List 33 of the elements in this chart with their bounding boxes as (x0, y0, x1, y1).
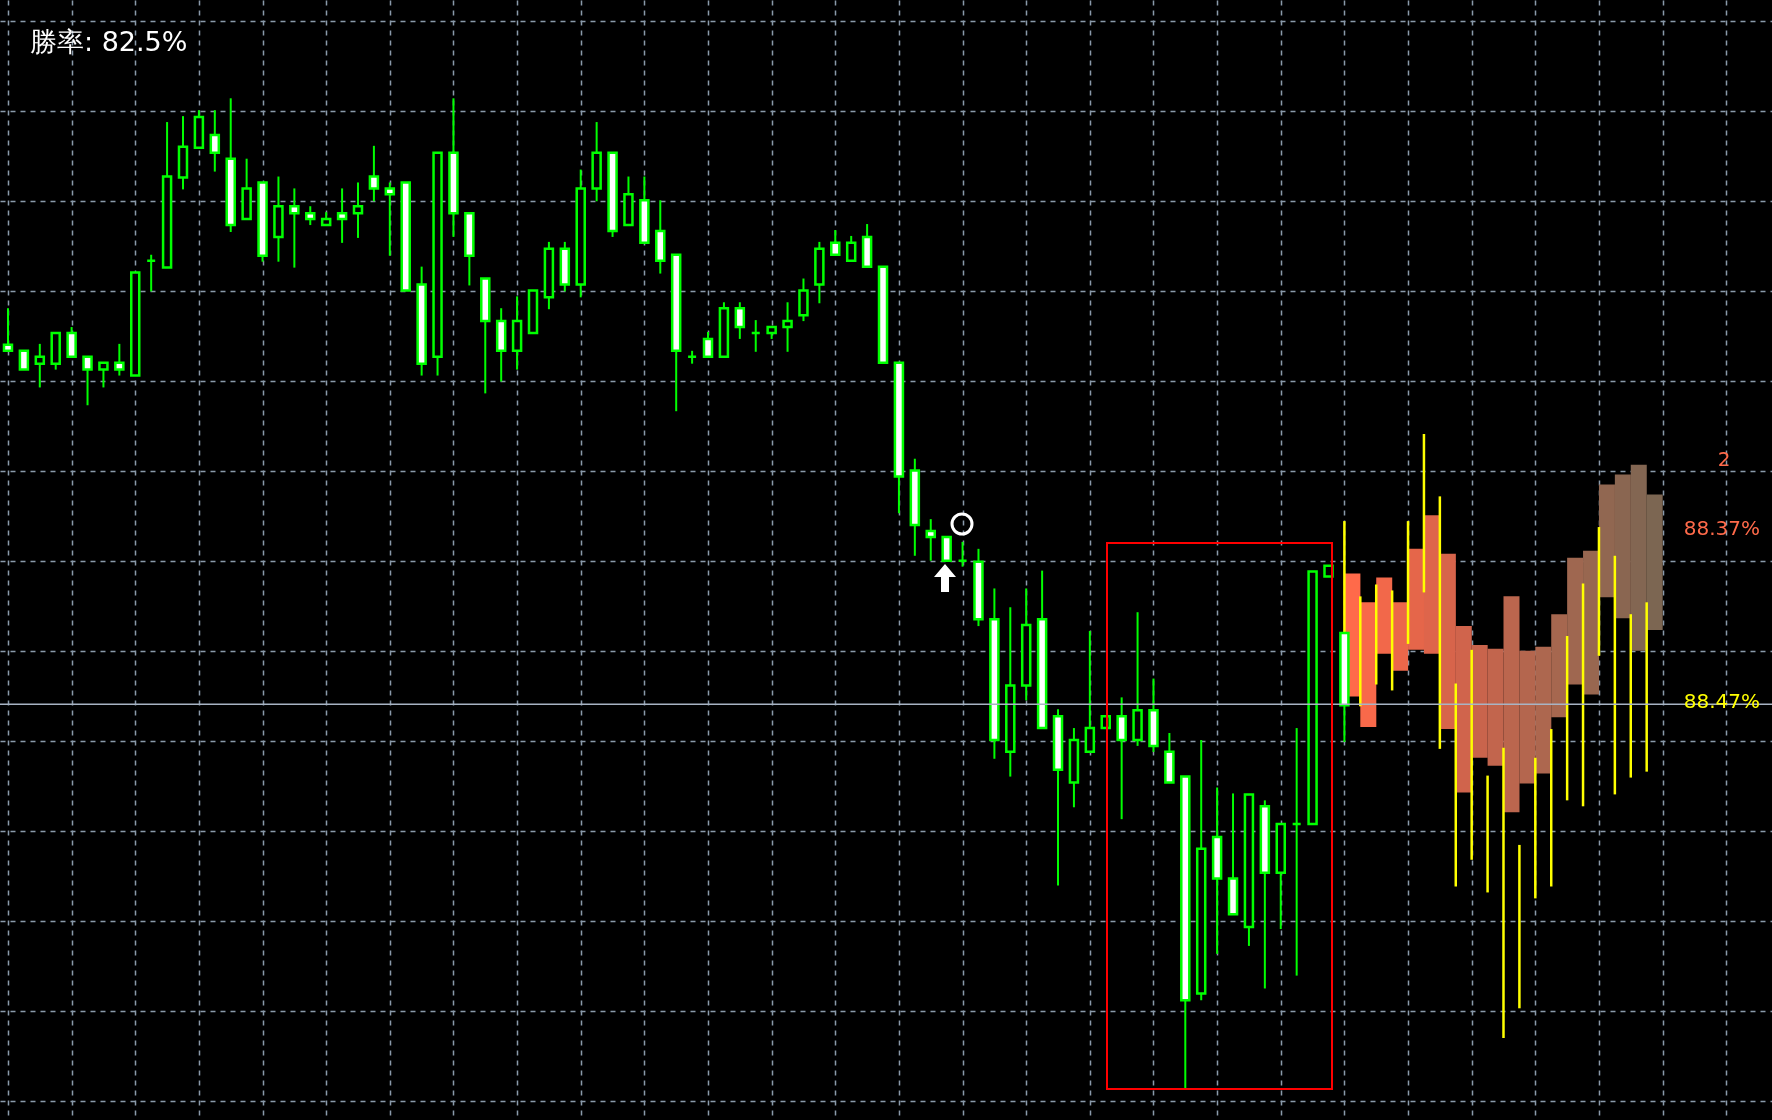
candlestick (925, 518, 936, 562)
bar (1470, 649, 1473, 860)
candlestick (734, 301, 746, 340)
bar (1645, 602, 1648, 772)
candlestick (352, 181, 364, 239)
candlestick (336, 187, 348, 244)
candlestick (114, 342, 125, 377)
text: 2 (1717, 447, 1731, 471)
candlestick (34, 342, 46, 389)
candlestick (289, 187, 300, 269)
candlestick (18, 349, 30, 371)
candlestick (209, 109, 221, 173)
candlestick (941, 535, 952, 562)
candlestick (782, 301, 793, 353)
candlestick (702, 330, 714, 358)
bar (1518, 844, 1521, 1009)
candlestick (98, 361, 109, 389)
candlestick (1084, 630, 1096, 754)
candlestick (305, 205, 316, 227)
candlestick (845, 234, 857, 262)
bar (1534, 757, 1537, 899)
candlestick (1116, 696, 1127, 821)
bar (1359, 596, 1362, 707)
candlestick (66, 326, 77, 358)
candlestick (368, 144, 380, 203)
chart-title: 勝率: 82.5% (30, 26, 188, 57)
bar (1486, 775, 1489, 893)
candlestick (384, 181, 396, 257)
candlestick (2, 307, 14, 353)
candlestick (830, 229, 841, 256)
text: 88.37% (1683, 516, 1760, 540)
bar (1502, 747, 1505, 1038)
candlestick (82, 355, 93, 407)
